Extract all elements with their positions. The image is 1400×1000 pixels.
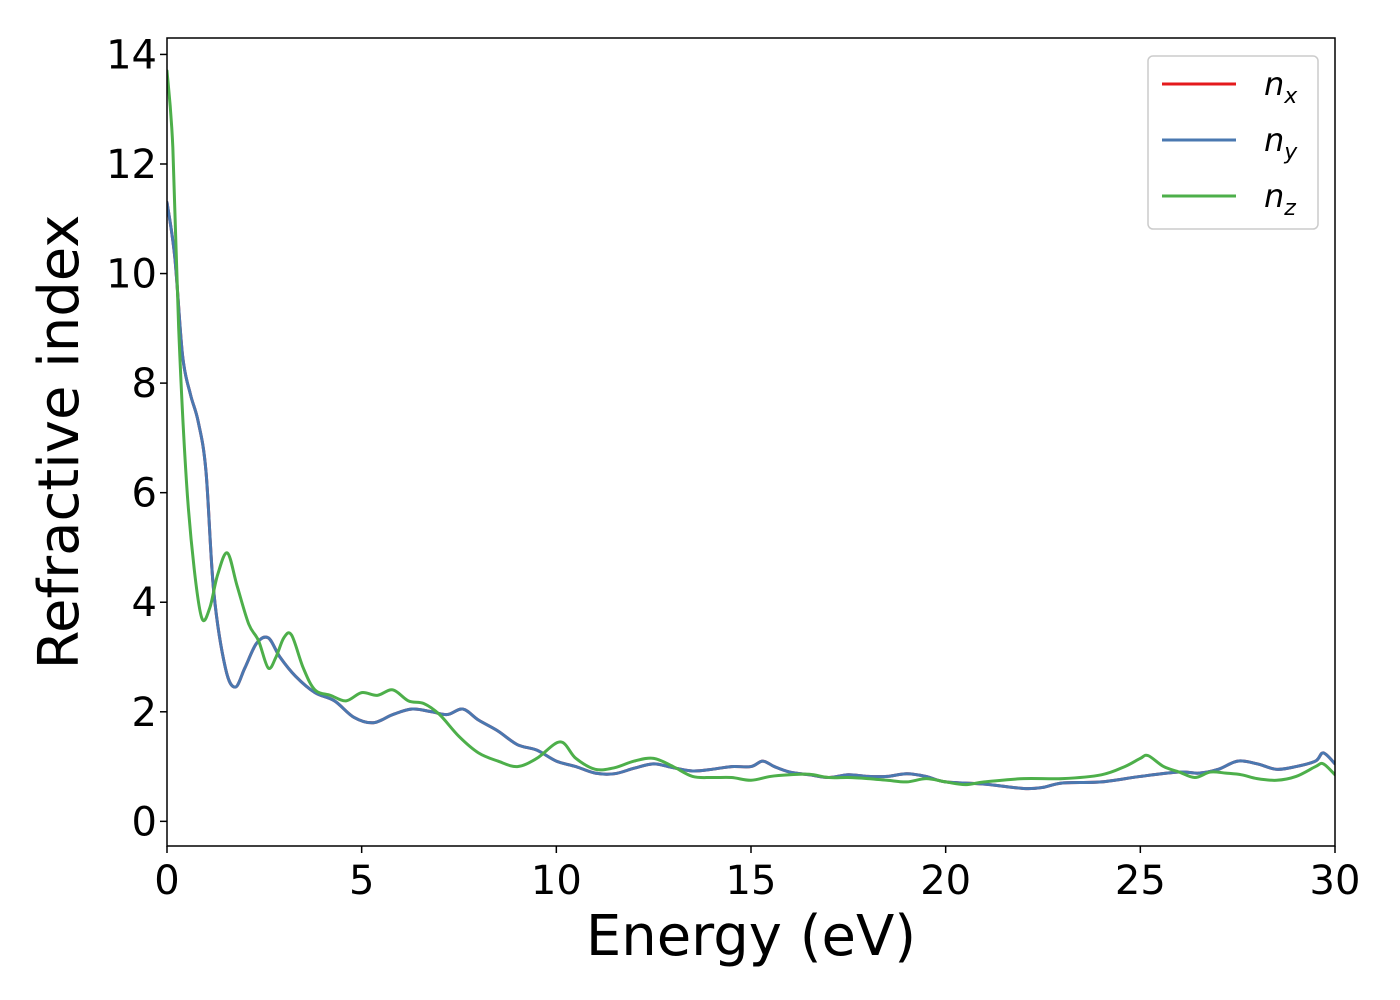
y-tick-label: 8 — [132, 361, 157, 407]
x-tick-label: 5 — [349, 858, 374, 904]
legend-label-nz: nz — [1264, 177, 1296, 221]
y-tick-label: 12 — [106, 142, 157, 188]
legend-box — [1147, 55, 1319, 230]
x-tick-label: 0 — [154, 858, 179, 904]
y-axis-label: Refractive index — [27, 215, 92, 670]
y-tick-label: 0 — [132, 799, 157, 845]
x-tick-label: 10 — [531, 858, 582, 904]
legend: nx ny nz — [1147, 55, 1319, 230]
x-tick-label: 25 — [1115, 858, 1166, 904]
x-tick-label: 15 — [726, 858, 777, 904]
y-tick-label: 10 — [106, 252, 157, 298]
legend-label-nx: nx — [1264, 65, 1298, 109]
series-layer — [167, 69, 1335, 791]
legend-label-ny: ny — [1264, 121, 1298, 165]
y-tick-label: 6 — [132, 471, 157, 517]
x-tick-label: 30 — [1310, 858, 1361, 904]
x-axis: 0 5 10 15 20 25 30 — [154, 846, 1360, 904]
x-tick-label: 20 — [920, 858, 971, 904]
legend-entries: nx ny nz — [1162, 65, 1298, 221]
y-tick-label: 2 — [132, 690, 157, 736]
series-line-nz — [167, 69, 1335, 787]
y-axis: 0 2 4 6 8 10 12 14 — [106, 32, 167, 845]
y-tick-label: 4 — [132, 580, 157, 626]
x-axis-label: Energy (eV) — [586, 904, 916, 969]
y-tick-label: 14 — [106, 32, 157, 78]
